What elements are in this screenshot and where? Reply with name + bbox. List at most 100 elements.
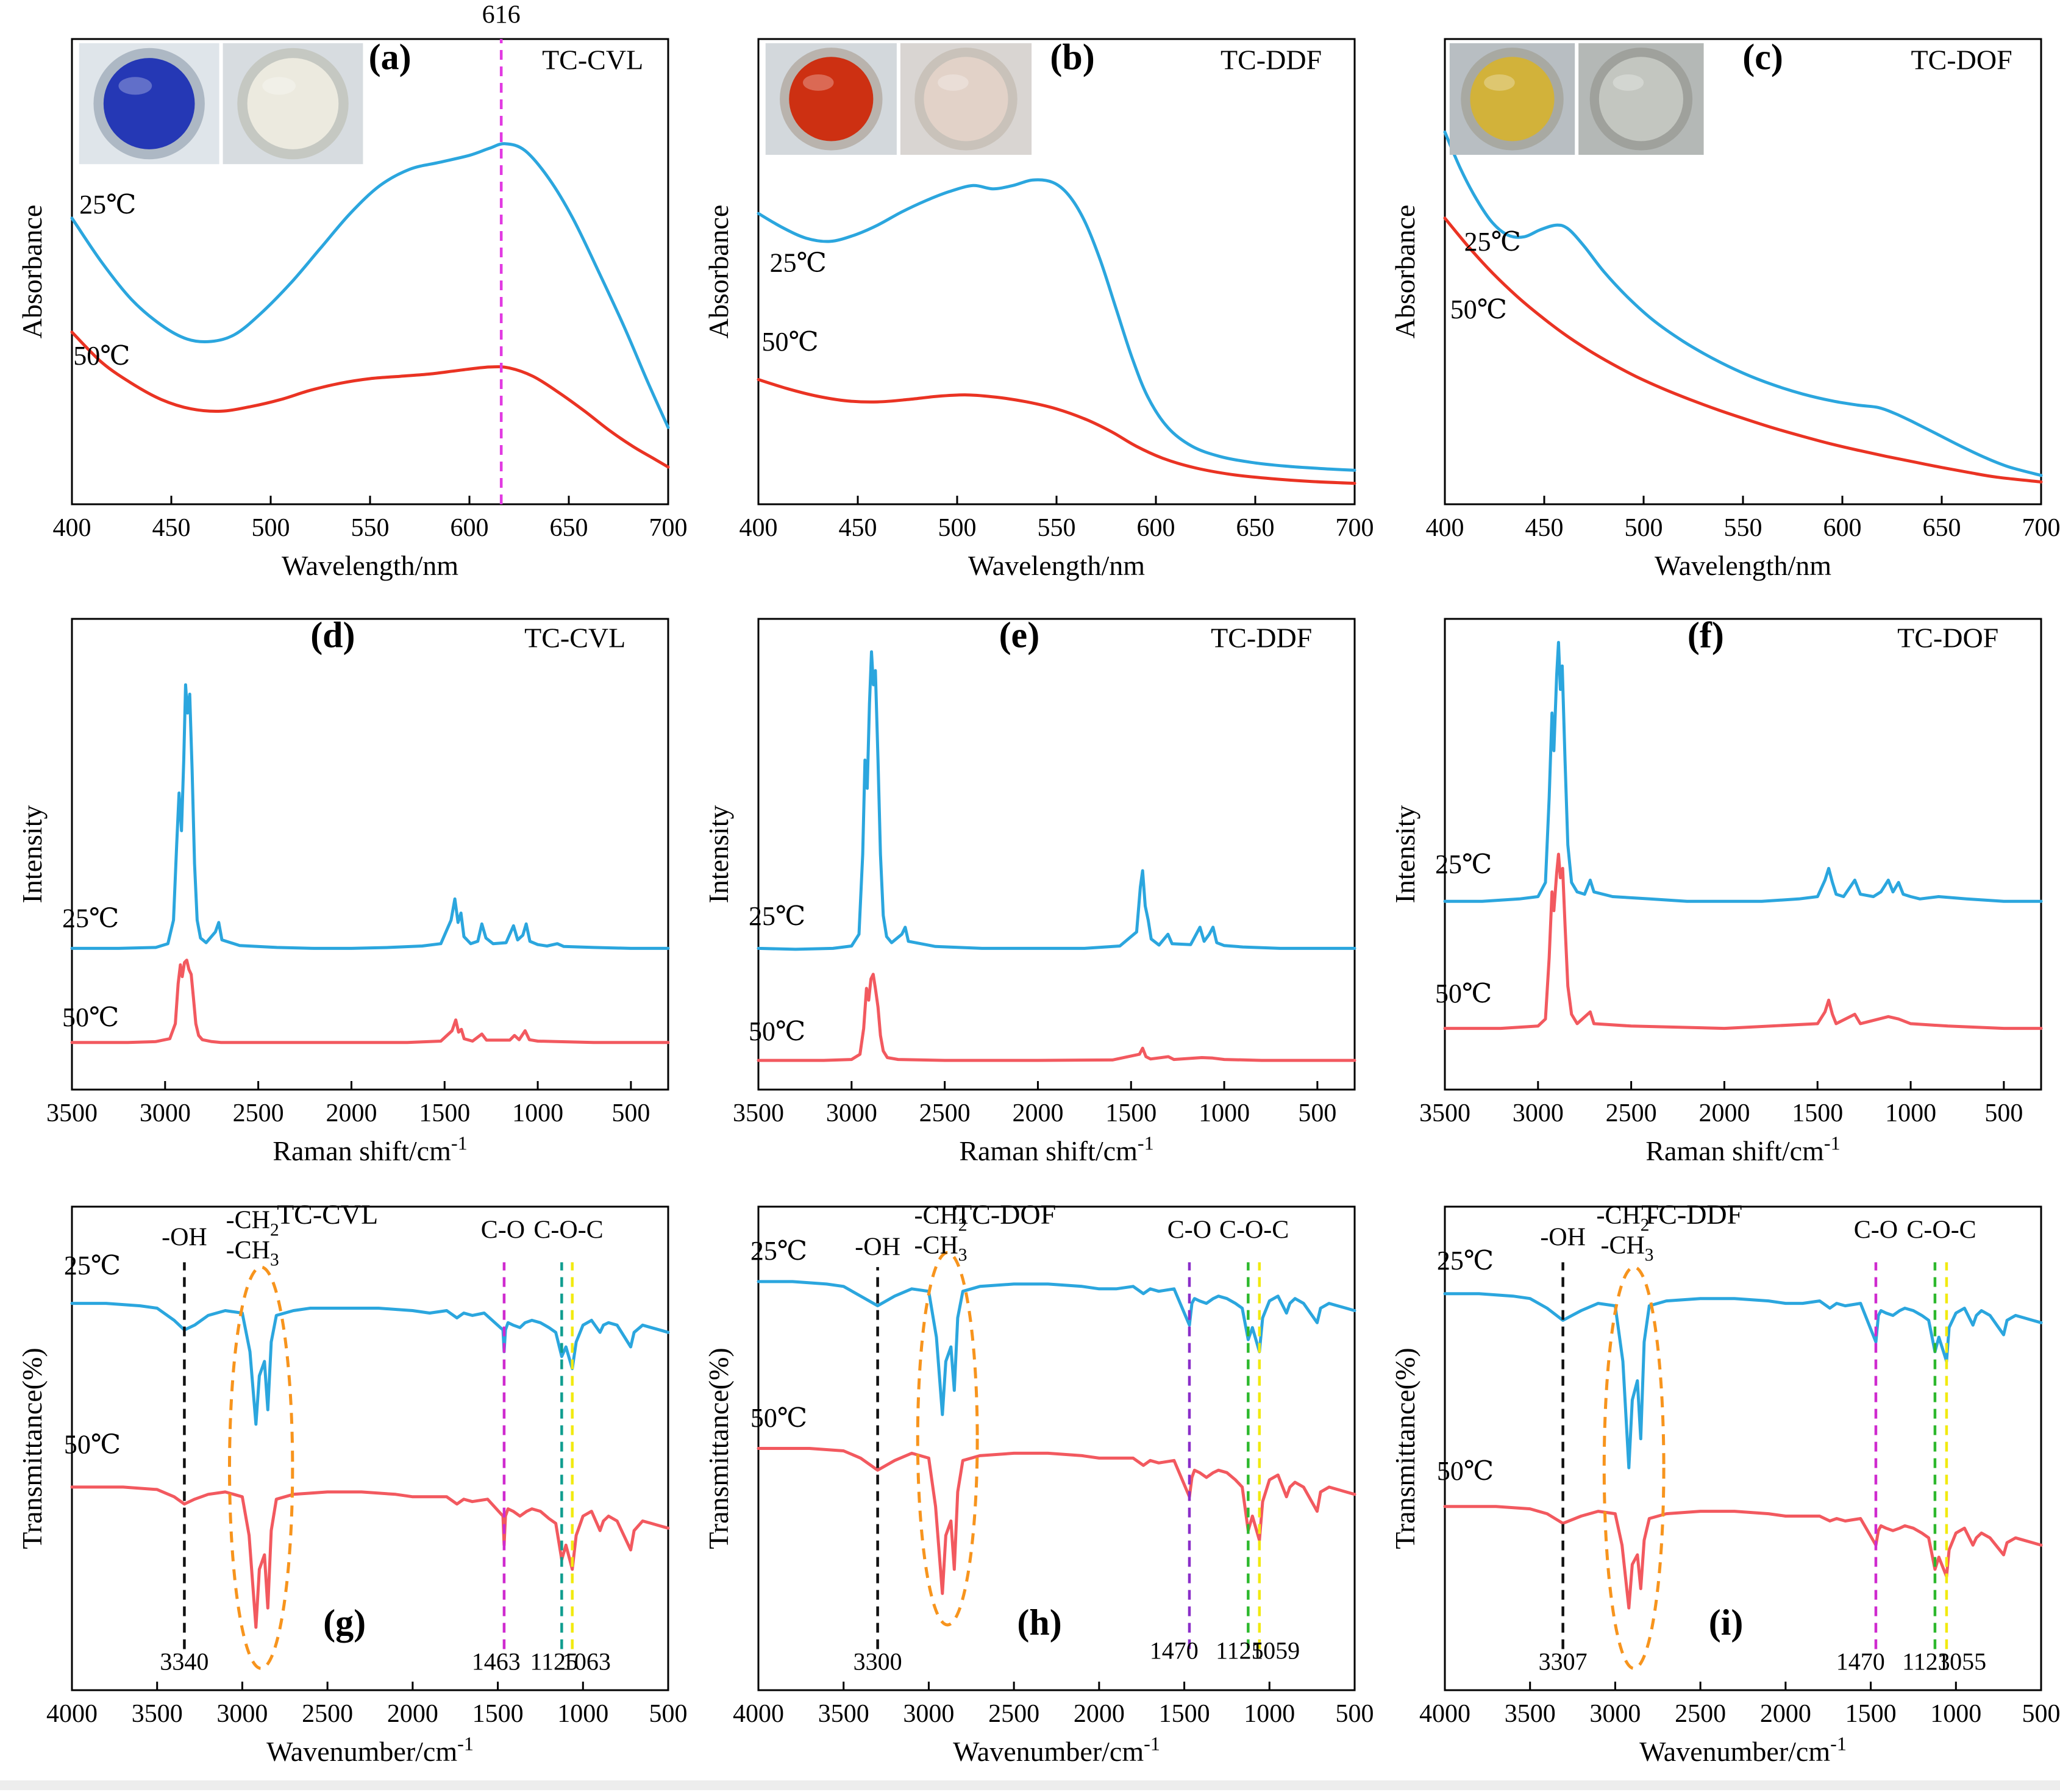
wavenumber-3340: 3340 [160,1648,208,1676]
y-axis-title: Absorbance [16,205,48,339]
panel-d-chart: 3500 3000 2500 2000 1500 1000 500 Raman shift/c… [16,615,670,1166]
series-group [1443,130,2043,484]
dish-highlight [802,74,834,91]
x-tick-label: 3500 [733,1099,784,1127]
x-tick-label: 1500 [1792,1099,1843,1127]
x-tick-label: 500 [649,1700,687,1728]
petri-dish-fill [1470,57,1555,141]
temp-label-25: 25℃ [64,1251,121,1280]
x-tick-label: 500 [252,514,290,542]
x-tick-label: 2000 [387,1700,438,1728]
x-tick-label: 500 [1984,1099,2023,1127]
x-tick-label: 3000 [1513,1099,1564,1127]
sample-name: TC-DDF [1211,622,1312,653]
x-tick-label: 600 [1137,514,1175,542]
wavenumber-1063: 1063 [562,1648,611,1676]
temp-label-50: 50℃ [64,1429,121,1459]
y-axis-title: Transmittance(%) [16,1348,48,1549]
x-tick-label: 700 [649,514,687,542]
panel-f-curve-25C [1443,641,2043,903]
x-tick-label: 450 [1525,514,1564,542]
plot-border [71,1205,669,1691]
panel-letter: (g) [323,1602,366,1643]
y-axis-title: Intensity [703,805,734,904]
series-group [757,1280,1356,1595]
x-tick-label: 500 [1336,1700,1374,1728]
x-tick-label: 2500 [919,1099,971,1127]
x-axis-title: Wavelength/nm [968,550,1145,581]
sample-name: TC-CVL [277,1199,378,1230]
x-tick-label: 400 [740,514,778,542]
x-tick-label: 700 [1336,514,1374,542]
band-label-coc: C-O-C [1219,1216,1289,1244]
panel-d-curve-50C [70,958,670,1044]
panel-c-curve-25C [1443,130,2043,477]
sample-name: TC-CVL [524,622,625,653]
x-axis: 400 450 500 550 600 650 700 [740,496,1374,542]
band-label-ch3: -CH3 [914,1232,967,1265]
petri-dish-fill [924,57,1008,141]
temp-label-50: 50℃ [749,1016,805,1046]
panel-a-curve-25C [70,142,670,429]
sample-name: TC-CVL [542,45,643,76]
band-label-oh: -OH [1540,1223,1586,1251]
x-tick-label: 2000 [1698,1099,1750,1127]
band-label-oh: -OH [162,1223,207,1251]
temp-label-25: 25℃ [770,248,827,278]
panel-h-chart: 4000 3500 3000 2500 2000 1500 1000 500 Wavenumbe… [703,1199,1373,1767]
x-axis-title: Wavelength/nm [1655,550,1831,581]
plot-border [757,1205,1356,1691]
x-tick-label: 3500 [818,1700,869,1728]
x-axis-title: Wavenumber/cm-1 [953,1733,1160,1767]
x-tick-label: 500 [1298,1099,1336,1127]
x-tick-label: 500 [2022,1700,2060,1728]
petri-dish-fill [247,58,339,149]
x-tick-label: 600 [451,514,489,542]
panel-letter: (c) [1742,37,1783,77]
x-tick-label: 450 [152,514,191,542]
x-tick-label: 1000 [1885,1099,1936,1127]
y-axis-title: Absorbance [703,205,734,339]
panel-g-curve-50C [70,1485,670,1629]
x-tick-label: 600 [1823,514,1862,542]
x-tick-label: 700 [2022,514,2060,542]
panel-letter: (f) [1688,615,1724,655]
dish-highlight [1613,74,1644,91]
panel-a-chart: 400 450 500 550 600 650 700 Wavelength/nm Absorb… [16,1,687,581]
dish-highlight [262,77,296,95]
highlight-ellipse [916,1251,979,1627]
x-tick-label: 4000 [1419,1700,1470,1728]
panel-g-chart: 4000 3500 3000 2500 2000 1500 1000 500 Wavenumbe… [16,1199,687,1767]
x-tick-label: 2500 [233,1099,284,1127]
plot-border [71,618,669,1091]
y-axis-title: Transmittance(%) [703,1348,734,1549]
temp-label-50: 50℃ [762,327,819,357]
sample-photo-inset [1449,43,1704,155]
x-axis: 400 450 500 550 600 650 700 [1426,496,2060,542]
x-tick-label: 1500 [1845,1700,1897,1728]
x-axis: 3500 3000 2500 2000 1500 1000 500 [46,1081,650,1127]
x-tick-label: 1500 [1105,1099,1157,1127]
x-axis: 4000 3500 3000 2500 2000 1500 1000 500 [733,1682,1373,1728]
band-label-co: C-O [1167,1216,1211,1244]
x-tick-label: 3500 [132,1700,183,1728]
panel-f-curve-50C [1443,852,2043,1030]
x-tick-label: 3500 [46,1099,98,1127]
panel-e-chart: 3500 3000 2500 2000 1500 1000 500 Raman shift/c… [703,615,1356,1166]
x-tick-label: 2500 [1606,1099,1657,1127]
temp-label-25: 25℃ [1435,849,1492,879]
x-axis: 3500 3000 2500 2000 1500 1000 500 [1419,1081,2023,1127]
panel-c-chart: 400 450 500 550 600 650 700 Wavelength/nm Absorb… [1389,37,2060,581]
x-tick-label: 650 [550,514,588,542]
wavenumber-1470: 1470 [1836,1648,1885,1676]
petri-dish-fill [1598,57,1683,141]
x-tick-label: 1000 [1199,1099,1250,1127]
x-tick-label: 3000 [1589,1700,1641,1728]
band-label-ch3: -CH3 [1600,1232,1653,1265]
x-tick-label: 4000 [733,1700,784,1728]
x-tick-label: 4000 [46,1700,98,1728]
x-tick-label: 400 [1426,514,1464,542]
dish-highlight [938,74,969,91]
x-axis: 4000 3500 3000 2500 2000 1500 1000 500 [1419,1682,2059,1728]
x-tick-label: 2000 [1760,1700,1811,1728]
